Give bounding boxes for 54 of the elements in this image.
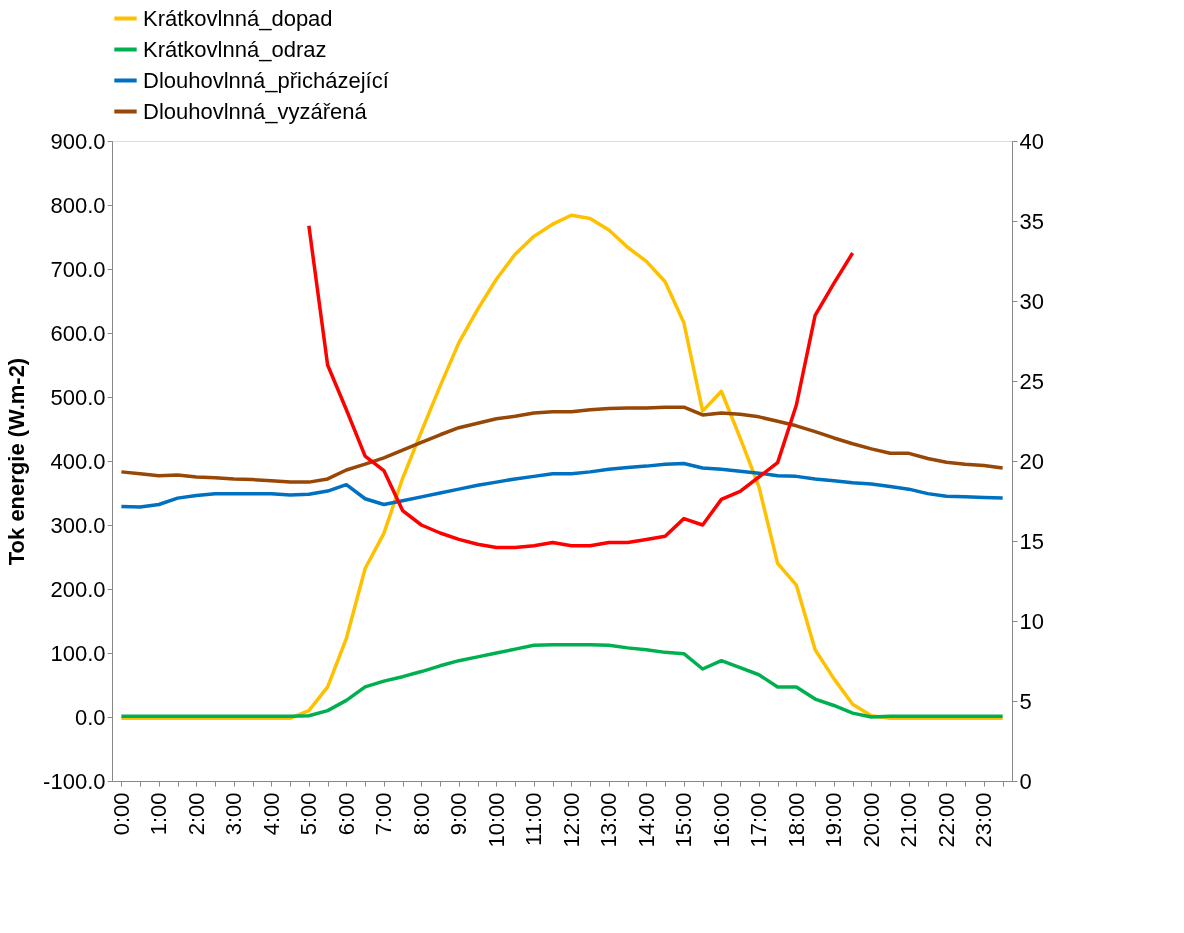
y-tick-label: 500.0 [50,384,106,410]
x-tick-label: 22:00 [933,792,959,848]
y2-tick-label: 40 [1019,128,1044,154]
line-series [307,224,855,550]
y2-tick-label: 35 [1019,208,1044,234]
y-tick-label: 300.0 [50,512,106,538]
legend-label: Dlouhovlnná_vyzářená [143,98,368,124]
y2-tick-label: 0 [1019,768,1032,794]
x-tick-label: 17:00 [746,792,772,848]
x-tick-label: 13:00 [596,792,622,848]
y-tick-label: 700.0 [50,256,106,282]
y2-tick-label: 30 [1019,288,1044,314]
y-tick-label: 400.0 [50,448,106,474]
x-tick-label: 16:00 [708,792,734,848]
x-tick-label: 6:00 [333,792,359,836]
line-series [119,213,1005,721]
x-tick-label: 1:00 [146,792,172,836]
x-tick-label: 21:00 [896,792,922,848]
y-tick-label: 0.0 [74,704,106,730]
y2-tick-label: 10 [1019,608,1044,634]
y2-tick-label: 25 [1019,368,1044,394]
x-tick-label: 8:00 [408,792,434,836]
y2-tick-label: 15 [1019,528,1044,554]
y-tick-label: 600.0 [50,320,106,346]
x-tick-label: 4:00 [258,792,284,836]
x-tick-label: 10:00 [483,792,509,848]
line-series [119,405,1005,484]
x-tick-label: 14:00 [633,792,659,848]
x-tick-label: 2:00 [183,792,209,836]
x-tick-label: 5:00 [296,792,322,836]
x-tick-label: 23:00 [971,792,997,848]
y-axis-title: Tok energie (W.m-2) [4,357,30,566]
y-tick-label: -100.0 [43,768,106,794]
x-tick-label: 11:00 [521,792,547,846]
x-tick-label: 9:00 [446,792,472,836]
y-tick-label: 200.0 [50,576,106,602]
legend-label: Dlouhovlnná_přicházející [143,67,389,93]
y2-tick-label: 5 [1019,688,1032,714]
line-series [119,642,1005,719]
x-tick-label: 7:00 [371,792,397,836]
x-tick-label: 18:00 [783,792,809,848]
x-tick-label: 20:00 [858,792,884,848]
y-tick-label: 100.0 [50,640,106,666]
x-tick-label: 12:00 [558,792,584,848]
line-series [119,461,1005,509]
y-tick-label: 900.0 [50,128,106,154]
x-tick-label: 0:00 [108,792,134,836]
x-tick-label: 3:00 [221,792,247,836]
legend-label: Krátkovlnná_odraz [143,36,327,62]
y2-tick-label: 20 [1019,448,1044,474]
x-tick-label: 15:00 [671,792,697,848]
x-tick-label: 19:00 [821,792,847,848]
legend-label: Krátkovlnná_dopad [143,5,333,31]
y-tick-label: 800.0 [50,192,106,218]
